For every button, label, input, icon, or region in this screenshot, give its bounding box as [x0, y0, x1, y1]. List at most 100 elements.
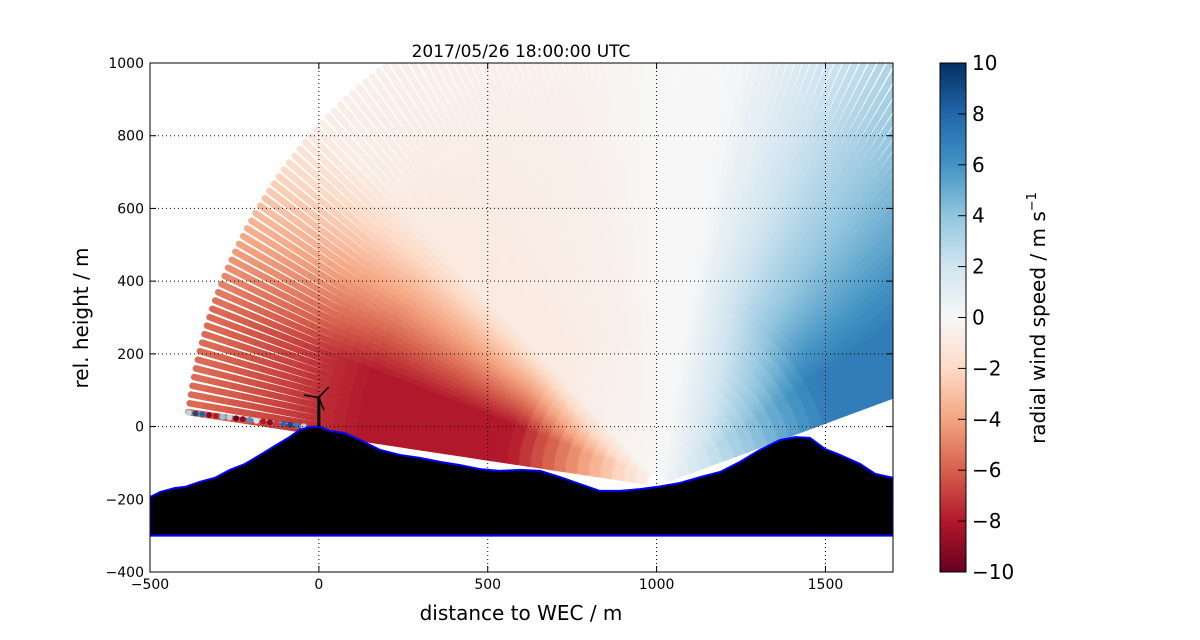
scan-ray-segment [907, 223, 916, 232]
scan-ray-segment [930, 299, 940, 306]
scan-ray-segment [898, 373, 909, 378]
scan-ray-segment [1059, 294, 1070, 299]
scan-ray-segment [605, 28, 606, 41]
scan-ray-segment [899, 231, 908, 240]
scan-ray-segment [925, 205, 934, 214]
scan-ray-segment [966, 242, 976, 249]
scan-ray-segment [998, 273, 1008, 279]
scan-ray-segment [899, 378, 910, 383]
scan-ray-segment [594, 4, 596, 17]
scan-ray-segment [888, 88, 894, 99]
scan-ray-segment [770, 16, 773, 28]
scan-ray-segment [1087, 301, 1098, 306]
scan-ray-segment [914, 251, 923, 259]
scan-ray-segment [750, 0, 752, 10]
scan-ray-segment [788, 8, 791, 20]
scan-ray-segment [921, 369, 932, 374]
scan-ray-segment [1073, 297, 1084, 302]
scan-ray-segment [566, 22, 568, 34]
scan-ray-segment [711, 54, 713, 67]
scan-ray-segment [1003, 350, 1014, 354]
scan-ray-segment [1078, 276, 1089, 281]
scan-ray-segment [913, 107, 920, 117]
scan-ray-segment [1005, 213, 1015, 220]
scan-ray-segment [987, 166, 996, 174]
scan-ray-segment [510, 0, 514, 11]
scan-ray-segment [917, 127, 924, 137]
scan-ray-segment [921, 66, 928, 76]
scan-ray-segment [898, 194, 906, 203]
chart-title: 2017/05/26 18:00:00 UTC [412, 42, 631, 62]
scan-ray-segment [929, 354, 940, 359]
scan-ray-segment [1001, 254, 1011, 261]
scan-ray-segment [625, 1, 626, 14]
scan-ray-segment [894, 108, 901, 118]
scan-ray-segment [905, 329, 915, 335]
scan-ray-segment [540, 16, 543, 28]
scan-ray-segment [918, 161, 926, 170]
scan-ray-segment [773, 4, 776, 16]
scan-ray-segment [900, 112, 907, 122]
scan-ray-segment [923, 311, 933, 317]
scan-ray-segment [805, 55, 809, 67]
scan-ray-segment [1007, 240, 1017, 247]
scan-ray-segment [748, 10, 750, 22]
scan-ray-segment [905, 166, 913, 176]
scan-ray-segment [874, 49, 880, 60]
scan-ray-segment [911, 268, 920, 276]
scan-ray-segment [678, 38, 679, 51]
scan-ray-segment [906, 117, 913, 127]
scan-ray-segment [813, 31, 817, 43]
scan-ray-segment [930, 253, 939, 261]
scan-ray-segment [907, 308, 917, 315]
scan-ray-segment [898, 127, 905, 137]
scan-ray-segment [894, 190, 902, 199]
scan-ray-segment [905, 281, 915, 288]
scan-ray-segment [807, 2, 811, 14]
scan-ray-segment [545, 1, 548, 13]
scan-ray-segment [899, 271, 908, 279]
scan-ray-segment [978, 195, 987, 203]
scan-ray-segment [994, 267, 1004, 273]
scan-ray-segment [1006, 171, 1015, 179]
scan-ray-segment [917, 256, 926, 264]
scan-ray-segment [991, 260, 1001, 267]
scan-ray-segment [908, 71, 915, 82]
scan-ray-segment [1025, 177, 1034, 185]
scan-ray-segment [974, 340, 985, 345]
scan-ray-segment [995, 220, 1005, 227]
scan-ray-segment [999, 337, 1010, 342]
scan-ray-segment [1004, 287, 1015, 293]
scan-ray-segment [1015, 281, 1026, 287]
scan-ray-segment [914, 383, 925, 387]
scan-ray-segment [1076, 305, 1087, 310]
scan-ray-segment [774, 30, 777, 42]
scan-ray-segment [634, 25, 635, 38]
scan-ray-segment [611, 15, 612, 28]
scan-ray-segment [1056, 228, 1066, 234]
scan-ray-segment [791, 0, 794, 8]
scan-ray-segment [895, 227, 904, 236]
scan-ray-segment [699, 40, 700, 53]
scan-ray-segment [910, 313, 920, 320]
scan-ray-segment [707, 28, 708, 41]
scan-ray-segment [895, 77, 901, 88]
scan-ray-segment [757, 38, 760, 50]
scan-ray-segment [525, 21, 528, 33]
scan-ray-segment [740, 8, 742, 20]
scan-ray-segment [966, 351, 977, 356]
scan-ray-segment [762, 14, 765, 26]
scan-ray-segment [723, 18, 725, 31]
scan-ray-segment [999, 305, 1010, 310]
scan-ray-segment [610, 2, 611, 15]
scan-ray-segment [803, 14, 807, 26]
scan-ray-segment [799, 26, 803, 38]
scan-ray-segment [909, 338, 920, 344]
scan-ray-segment [719, 43, 721, 56]
scan-ray-segment [1011, 177, 1020, 185]
scan-ray-segment [1051, 307, 1062, 312]
scan-ray-segment [1079, 313, 1090, 317]
scan-ray-segment [907, 364, 918, 369]
scan-ray-segment [1005, 149, 1014, 157]
scan-ray-segment [1007, 293, 1018, 299]
